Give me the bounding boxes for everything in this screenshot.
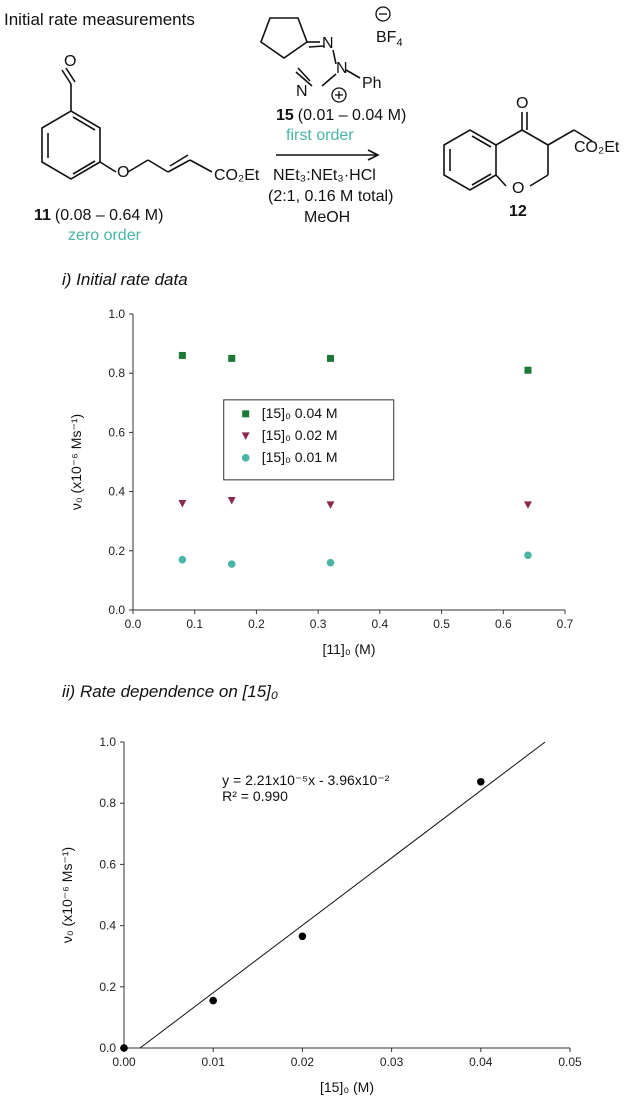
data-point	[209, 996, 217, 1005]
data-point	[326, 354, 334, 362]
x-tick-label: 0.01	[202, 1055, 226, 1069]
x-tick-label: 0.5	[433, 617, 450, 631]
svg-text:zero order: zero order	[68, 227, 142, 244]
y-tick-label: 0.6	[99, 857, 116, 871]
legend-marker	[241, 432, 250, 440]
svg-text:NEt₃:NEt₃·HCl: NEt₃:NEt₃·HCl	[273, 167, 376, 184]
x-tick-label: 0.03	[380, 1055, 404, 1069]
y-tick-label: 0.0	[99, 1041, 116, 1055]
svg-text:MeOH: MeOH	[304, 209, 350, 226]
svg-text:BF4: BF4	[376, 29, 403, 49]
fit-line	[139, 741, 546, 1049]
legend-label: [15]₀ 0.04 M	[262, 405, 338, 421]
data-point	[524, 366, 532, 374]
data-point	[326, 501, 335, 509]
y-tick-label: 0.2	[108, 544, 125, 558]
svg-text:N: N	[296, 83, 308, 100]
page-heading: Initial rate measurements	[4, 10, 195, 29]
data-point	[178, 555, 187, 564]
data-point	[120, 1044, 128, 1052]
data-point	[227, 560, 236, 568]
data-point	[326, 558, 335, 567]
legend-label: [15]₀ 0.01 M	[262, 449, 338, 465]
fit-equation: y = 2.21x10⁻⁵x - 3.96x10⁻²	[222, 772, 390, 788]
initial-rate-chart: 0.0 0.1 0.2 0.3 0.4 0.5 0.6 0.7 0.0 0.2 0.4 0.6 0.8 1…	[68, 307, 574, 657]
section-2-title: ii) Rate dependence on [15]₀	[62, 682, 279, 701]
svg-text:N: N	[322, 35, 334, 52]
data-point	[227, 496, 236, 505]
y-tick-label: 0.6	[108, 425, 125, 439]
legend-box	[223, 399, 395, 481]
svg-text:11(0.08 – 0.64 M): 11 (0.08 – 0.64 M)	[34, 207, 163, 224]
svg-text:O: O	[516, 95, 528, 112]
data-point	[298, 932, 307, 941]
y-tick-label: 0.8	[99, 796, 116, 810]
svg-text:O: O	[512, 180, 524, 197]
x-tick-label: 0.3	[310, 617, 327, 631]
x-tick-label: 0.6	[495, 617, 512, 631]
legend-label: [15]₀ 0.02 M	[262, 427, 338, 443]
data-point	[477, 777, 485, 786]
svg-text:CO₂Et: CO₂Et	[214, 167, 260, 184]
y-tick-label: 0.8	[108, 366, 125, 380]
x-tick-label: 0.00	[112, 1055, 136, 1069]
x-tick-label: 0.05	[558, 1055, 582, 1069]
y-tick-label: 1.0	[108, 307, 125, 321]
x-tick-label: 0.02	[291, 1055, 315, 1069]
y-tick-label: 0.4	[108, 485, 125, 499]
svg-text:first order: first order	[286, 127, 354, 144]
svg-text:12: 12	[509, 203, 527, 220]
catalyst-ring	[260, 17, 308, 59]
svg-text:CO₂Et: CO₂Et	[574, 139, 620, 156]
y-tick-label: 0.4	[99, 919, 116, 933]
data-point	[228, 354, 236, 362]
y-axis-label: ν₀ (x10⁻⁶ Ms⁻¹)	[68, 414, 84, 510]
x-axis-label: [11]₀ (M)	[323, 641, 376, 657]
rate-dependence-chart: 0.00 0.01 0.02 0.03 0.04 0.05 0.0 0.2 0.4 0.6 0.8 1…	[59, 735, 582, 1095]
y-tick-label: 0.0	[108, 603, 125, 617]
product-benzene-ring	[443, 129, 497, 191]
fit-r2: R² = 0.990	[222, 788, 288, 804]
y-axis-label: ν₀ (x10⁻⁶ Ms⁻¹)	[59, 847, 75, 943]
y-tick-label: 1.0	[99, 735, 116, 749]
svg-text:15(0.01 – 0.04 M): 15 (0.01 – 0.04 M)	[276, 107, 406, 124]
legend-marker	[241, 454, 250, 462]
data-point	[523, 501, 532, 509]
data-point	[524, 551, 532, 560]
svg-text:O: O	[117, 164, 129, 181]
x-tick-label: 0.04	[469, 1055, 493, 1069]
data-point	[178, 499, 187, 508]
x-tick-label: 0.1	[186, 617, 203, 631]
y-tick-label: 0.2	[99, 980, 116, 994]
svg-text:N: N	[336, 60, 348, 77]
x-tick-label: 0.2	[248, 617, 265, 631]
x-axis-label: [15]₀ (M)	[320, 1079, 374, 1095]
x-tick-label: 0.7	[557, 617, 574, 631]
x-tick-label: 0.4	[372, 617, 389, 631]
sm-benzene-ring	[41, 110, 101, 180]
svg-text:(2:1, 0.16 M total): (2:1, 0.16 M total)	[268, 188, 393, 205]
reaction-scheme: O O CO₂Et 11 (0.08 – 0.64 M) zero order N…	[34, 6, 620, 244]
legend-marker	[242, 410, 250, 418]
data-point	[178, 351, 186, 359]
svg-text:Ph: Ph	[362, 75, 382, 92]
section-1-title: i) Initial rate data	[62, 270, 188, 289]
x-tick-label: 0.0	[125, 617, 142, 631]
svg-text:O: O	[64, 53, 76, 70]
